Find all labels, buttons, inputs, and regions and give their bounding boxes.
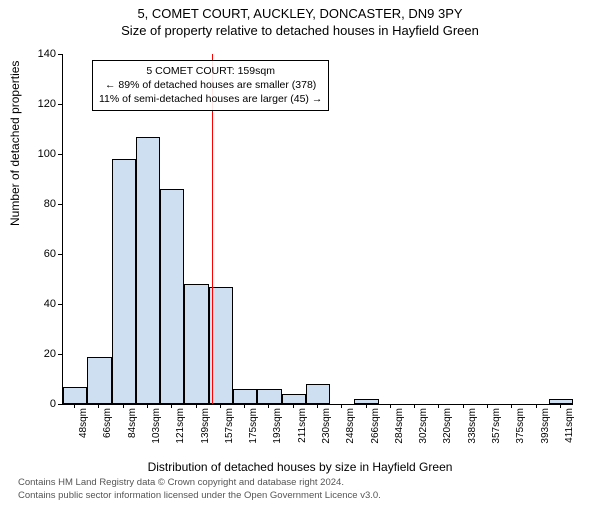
y-tick-mark (58, 104, 62, 105)
footer-line1: Contains HM Land Registry data © Crown c… (18, 477, 381, 489)
y-tick-mark (58, 254, 62, 255)
x-tick-label: 84sqm (127, 408, 138, 458)
x-tick-mark (414, 404, 415, 408)
histogram-bar (184, 284, 208, 404)
chart-container: 5, COMET COURT, AUCKLEY, DONCASTER, DN9 … (0, 6, 600, 506)
x-tick-mark (536, 404, 537, 408)
x-tick-label: 193sqm (272, 408, 283, 458)
y-tick-mark (58, 204, 62, 205)
info-box-line1: 5 COMET COURT: 159sqm (99, 64, 322, 78)
x-tick-mark (147, 404, 148, 408)
x-axis-label: Distribution of detached houses by size … (0, 460, 600, 474)
title-subtitle: Size of property relative to detached ho… (0, 23, 600, 38)
info-box-line2: ← 89% of detached houses are smaller (37… (99, 78, 322, 92)
y-tick-label: 120 (26, 98, 56, 110)
x-tick-mark (196, 404, 197, 408)
y-tick-label: 140 (26, 48, 56, 60)
x-tick-mark (560, 404, 561, 408)
x-tick-mark (98, 404, 99, 408)
x-tick-mark (171, 404, 172, 408)
x-tick-label: 175sqm (248, 408, 259, 458)
histogram-bar (549, 399, 573, 404)
x-tick-mark (366, 404, 367, 408)
x-tick-mark (511, 404, 512, 408)
histogram-bar (282, 394, 306, 404)
x-tick-mark (244, 404, 245, 408)
y-tick-label: 100 (26, 148, 56, 160)
y-tick-mark (58, 354, 62, 355)
x-tick-label: 230sqm (321, 408, 332, 458)
y-axis-label: Number of detached properties (8, 61, 22, 226)
x-tick-label: 302sqm (418, 408, 429, 458)
y-tick-mark (58, 154, 62, 155)
x-tick-label: 103sqm (151, 408, 162, 458)
footer-line2: Contains public sector information licen… (18, 490, 381, 502)
y-tick-label: 0 (26, 398, 56, 410)
x-tick-mark (341, 404, 342, 408)
x-tick-label: 157sqm (224, 408, 235, 458)
x-tick-mark (487, 404, 488, 408)
x-tick-label: 284sqm (394, 408, 405, 458)
x-tick-mark (463, 404, 464, 408)
x-tick-mark (220, 404, 221, 408)
x-tick-label: 375sqm (515, 408, 526, 458)
x-tick-label: 121sqm (175, 408, 186, 458)
y-tick-label: 60 (26, 248, 56, 260)
histogram-bar (233, 389, 257, 404)
info-box-line3: 11% of semi-detached houses are larger (… (99, 92, 322, 106)
histogram-bar (112, 159, 136, 404)
y-tick-label: 80 (26, 198, 56, 210)
x-tick-label: 48sqm (78, 408, 89, 458)
info-box: 5 COMET COURT: 159sqm ← 89% of detached … (92, 60, 329, 111)
y-tick-label: 20 (26, 348, 56, 360)
histogram-bar (63, 387, 87, 405)
x-tick-label: 411sqm (564, 408, 575, 458)
x-tick-label: 66sqm (102, 408, 113, 458)
histogram-bar (257, 389, 281, 404)
x-tick-label: 211sqm (297, 408, 308, 458)
x-tick-label: 266sqm (370, 408, 381, 458)
x-tick-label: 357sqm (491, 408, 502, 458)
y-tick-label: 40 (26, 298, 56, 310)
histogram-bar (354, 399, 378, 404)
x-tick-mark (390, 404, 391, 408)
histogram-bar (160, 189, 184, 404)
x-tick-label: 139sqm (200, 408, 211, 458)
x-tick-label: 248sqm (345, 408, 356, 458)
y-tick-mark (58, 304, 62, 305)
x-tick-label: 338sqm (467, 408, 478, 458)
x-tick-mark (123, 404, 124, 408)
x-tick-label: 393sqm (540, 408, 551, 458)
x-tick-label: 320sqm (442, 408, 453, 458)
x-tick-mark (317, 404, 318, 408)
histogram-bar (136, 137, 160, 405)
y-tick-mark (58, 404, 62, 405)
histogram-bar (306, 384, 330, 404)
title-address: 5, COMET COURT, AUCKLEY, DONCASTER, DN9 … (0, 6, 600, 21)
x-tick-mark (438, 404, 439, 408)
histogram-bar (87, 357, 111, 405)
x-tick-mark (74, 404, 75, 408)
x-tick-mark (293, 404, 294, 408)
chart-area: 5 COMET COURT: 159sqm ← 89% of detached … (62, 54, 572, 404)
y-tick-mark (58, 54, 62, 55)
footer-attribution: Contains HM Land Registry data © Crown c… (18, 477, 381, 502)
x-tick-mark (268, 404, 269, 408)
